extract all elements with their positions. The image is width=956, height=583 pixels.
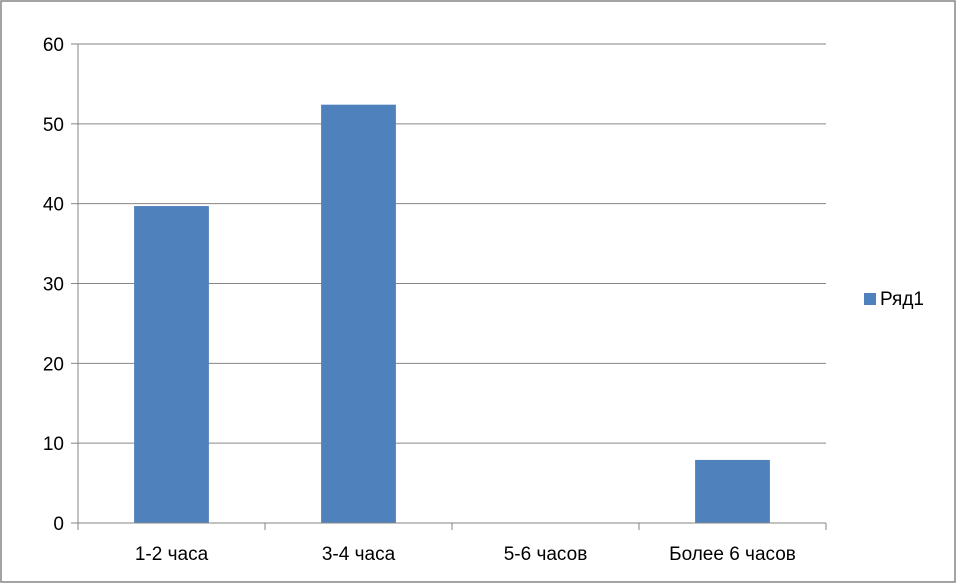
bar [321, 104, 396, 523]
y-tick-label: 10 [43, 434, 64, 455]
axes [71, 43, 827, 530]
bar [695, 459, 770, 523]
legend-label: Ряд1 [880, 289, 924, 310]
y-tick-label: 40 [43, 195, 64, 216]
y-tick-label: 20 [43, 354, 64, 375]
y-tick-label: 50 [43, 115, 64, 136]
x-tick-label: 3-4 часа [322, 544, 396, 565]
bars [134, 104, 770, 524]
x-tick-label: 5-6 часов [504, 544, 588, 565]
y-tick-label: 0 [53, 514, 64, 535]
y-tick-label: 60 [43, 35, 64, 56]
y-tick-labels: 0 10 20 30 40 50 60 [43, 35, 64, 535]
legend-swatch [864, 293, 876, 305]
x-tick-label: Более 6 часов [669, 544, 796, 565]
x-tick-label: 1-2 часа [135, 544, 209, 565]
bar [134, 206, 209, 524]
legend: Ряд1 [864, 289, 924, 310]
y-tick-label: 30 [43, 275, 64, 296]
x-tick-labels: 1-2 часа 3-4 часа 5-6 часов Более 6 часов [135, 544, 796, 565]
